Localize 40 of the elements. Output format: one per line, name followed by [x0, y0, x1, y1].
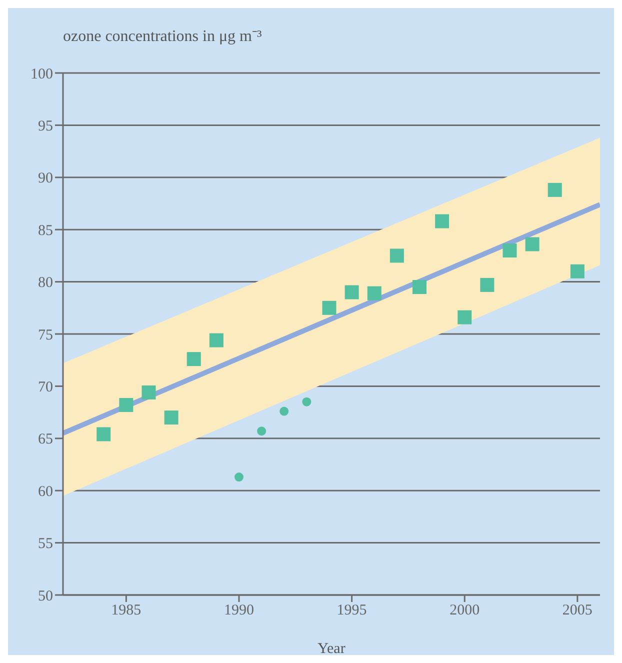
point: [525, 237, 540, 252]
point: [367, 286, 382, 300]
point: [412, 280, 426, 294]
point: [548, 182, 562, 197]
y-tick-label: 50: [38, 588, 53, 604]
point: [344, 285, 359, 300]
point: [502, 243, 517, 258]
x-tick-label: 1990: [224, 602, 254, 619]
point: [142, 385, 156, 400]
point: [234, 472, 244, 482]
y-tick-label: 55: [38, 536, 53, 552]
point: [480, 278, 494, 292]
y-tick-label: 85: [38, 222, 53, 239]
y-tick-label: 65: [38, 432, 53, 448]
point: [390, 248, 404, 263]
y-axis-title: ozone concentrations in μg m⁻³: [63, 27, 262, 46]
x-tick-label: 2005: [562, 602, 592, 619]
point: [322, 300, 336, 315]
point: [96, 427, 111, 442]
x-tick-label: 1995: [336, 602, 367, 619]
y-tick-label: 90: [38, 170, 53, 187]
point: [209, 333, 224, 348]
y-tick-label: 75: [38, 327, 53, 344]
point: [302, 397, 312, 406]
y-tick-label: 70: [38, 380, 53, 396]
y-tick-label: 80: [38, 275, 53, 292]
point: [435, 214, 450, 228]
point: [570, 264, 584, 278]
x-tick-label: 1985: [111, 602, 142, 619]
point: [458, 310, 472, 324]
y-tick-label: 100: [30, 66, 53, 82]
y-tick-label: 60: [38, 484, 53, 500]
point: [280, 406, 289, 416]
x-tick-label: 2000: [450, 602, 480, 619]
point: [119, 398, 134, 412]
y-tick-label: 95: [38, 118, 53, 135]
point: [164, 410, 178, 425]
point: [186, 352, 201, 366]
x-axis-title: Year: [318, 641, 346, 657]
point: [257, 426, 266, 436]
